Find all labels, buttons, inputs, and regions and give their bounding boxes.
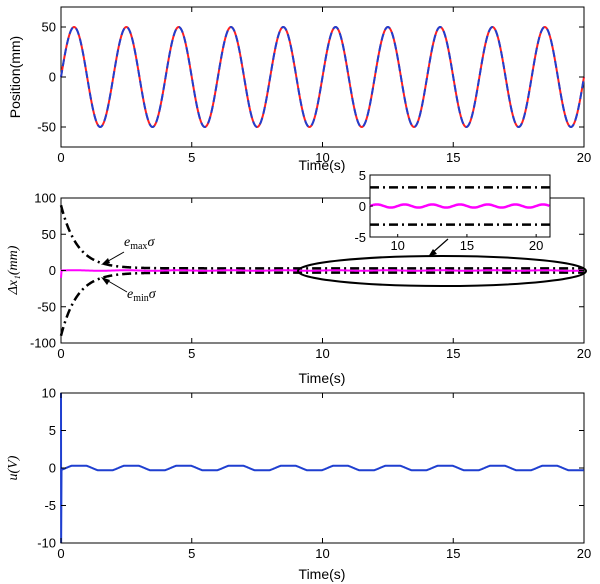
annotation-emin-sub: min: [133, 293, 149, 304]
annotation-emin: eminσ: [101, 277, 157, 304]
lower-bound-line: [59, 271, 584, 337]
y-tick-label: 10: [42, 386, 56, 401]
y-axis-label-control: u(V): [6, 455, 21, 480]
x-tick-label: 15: [446, 546, 460, 561]
inset-y-tick-label: -5: [354, 230, 366, 245]
x-ticks-control: 0 5 10 15 20: [57, 393, 591, 561]
y-tick-label: 50: [42, 227, 56, 242]
zoom-ellipse: [297, 255, 587, 287]
control-input-line: [60, 392, 584, 544]
y-tick-label: 0: [49, 263, 56, 278]
inset-y-tick-label: 0: [359, 199, 366, 214]
x-axis-label-control: Time(s): [299, 566, 346, 582]
y-tick-label: -5: [44, 498, 56, 513]
inset-x-tick-label: 15: [460, 238, 474, 253]
error-traces: [59, 204, 584, 337]
y-axis-label-position: Position(mm): [7, 36, 23, 118]
x-tick-label: 5: [188, 346, 195, 361]
svg-text:eminσ: eminσ: [127, 287, 157, 304]
plot-frame-control: [60, 392, 585, 544]
inset-y-ticks: 5 0 -5: [354, 168, 373, 245]
inset-x-ticks: 10 15 20: [390, 234, 543, 253]
y-tick-label: -10: [37, 536, 56, 551]
inset-traces: [369, 186, 550, 226]
y-ticks-position: 50 0 -50: [37, 20, 584, 135]
x-tick-label: 0: [57, 150, 64, 165]
y-tick-label: -100: [30, 336, 56, 351]
x-ticks-position: 0 5 10 15 20: [57, 7, 591, 165]
annotation-emax-sub: max: [130, 241, 147, 252]
x-tick-label: 15: [446, 150, 460, 165]
annotation-emax-main: e: [124, 235, 130, 250]
position-traces: [60, 25, 585, 129]
actual-position-line: [60, 25, 585, 129]
x-axis-label-error: Time(s): [299, 370, 346, 386]
annotation-emax-tail: σ: [147, 235, 155, 250]
inset-tracking-error-line: [369, 203, 550, 209]
inset-zoom: 10 15 20 5 0 -5: [354, 168, 551, 253]
x-tick-label: 15: [446, 346, 460, 361]
x-tick-label: 10: [315, 150, 329, 165]
y-ticks-control: 10 5 0 -5 -10: [37, 386, 584, 551]
x-axis-label-position: Time(s): [299, 157, 346, 173]
panel-control: 0 5 10 15 20 10 5 0 -5 -10 Time(s) u(V): [6, 386, 591, 582]
y-tick-label: 50: [42, 20, 56, 35]
y-tick-label: 0: [49, 70, 56, 85]
x-tick-label: 10: [315, 546, 329, 561]
y-tick-label: 0: [49, 461, 56, 476]
x-tick-label: 20: [577, 346, 591, 361]
annotation-emin-tail: σ: [149, 287, 157, 302]
x-tick-label: 20: [577, 150, 591, 165]
svg-text:emaxσ: emaxσ: [124, 235, 155, 252]
panel-position: 0 5 10 15 20 500-50 Time(s) Position(mm): [7, 6, 591, 173]
inset-y-tick-label: 5: [359, 168, 366, 183]
control-traces: [60, 392, 584, 544]
x-tick-label: 0: [57, 346, 64, 361]
annotation-emax-arrowhead: [101, 258, 110, 265]
zoom-arrowhead: [428, 249, 437, 257]
inset-x-tick-label: 20: [529, 238, 543, 253]
y-tick-label: 5: [49, 423, 56, 438]
x-tick-label: 10: [315, 346, 329, 361]
annotation-emin-main: e: [127, 287, 133, 302]
y-tick-label: 100: [34, 191, 56, 206]
x-tick-label: 5: [188, 150, 195, 165]
x-tick-label: 5: [188, 546, 195, 561]
x-ticks-error: 0 5 10 15 20: [57, 198, 591, 361]
y-axis-label-error: Δx₁(mm): [6, 245, 21, 295]
inset-x-tick-label: 10: [390, 238, 404, 253]
x-tick-label: 0: [57, 546, 64, 561]
x-tick-label: 20: [577, 546, 591, 561]
upper-bound-line: [59, 204, 584, 270]
y-tick-label: -50: [37, 299, 56, 314]
y-tick-label: -50: [37, 120, 56, 135]
annotation-emax: emaxσ: [101, 235, 155, 265]
tracking-error-line: [60, 269, 583, 278]
annotation-emin-arrowhead: [101, 277, 110, 285]
